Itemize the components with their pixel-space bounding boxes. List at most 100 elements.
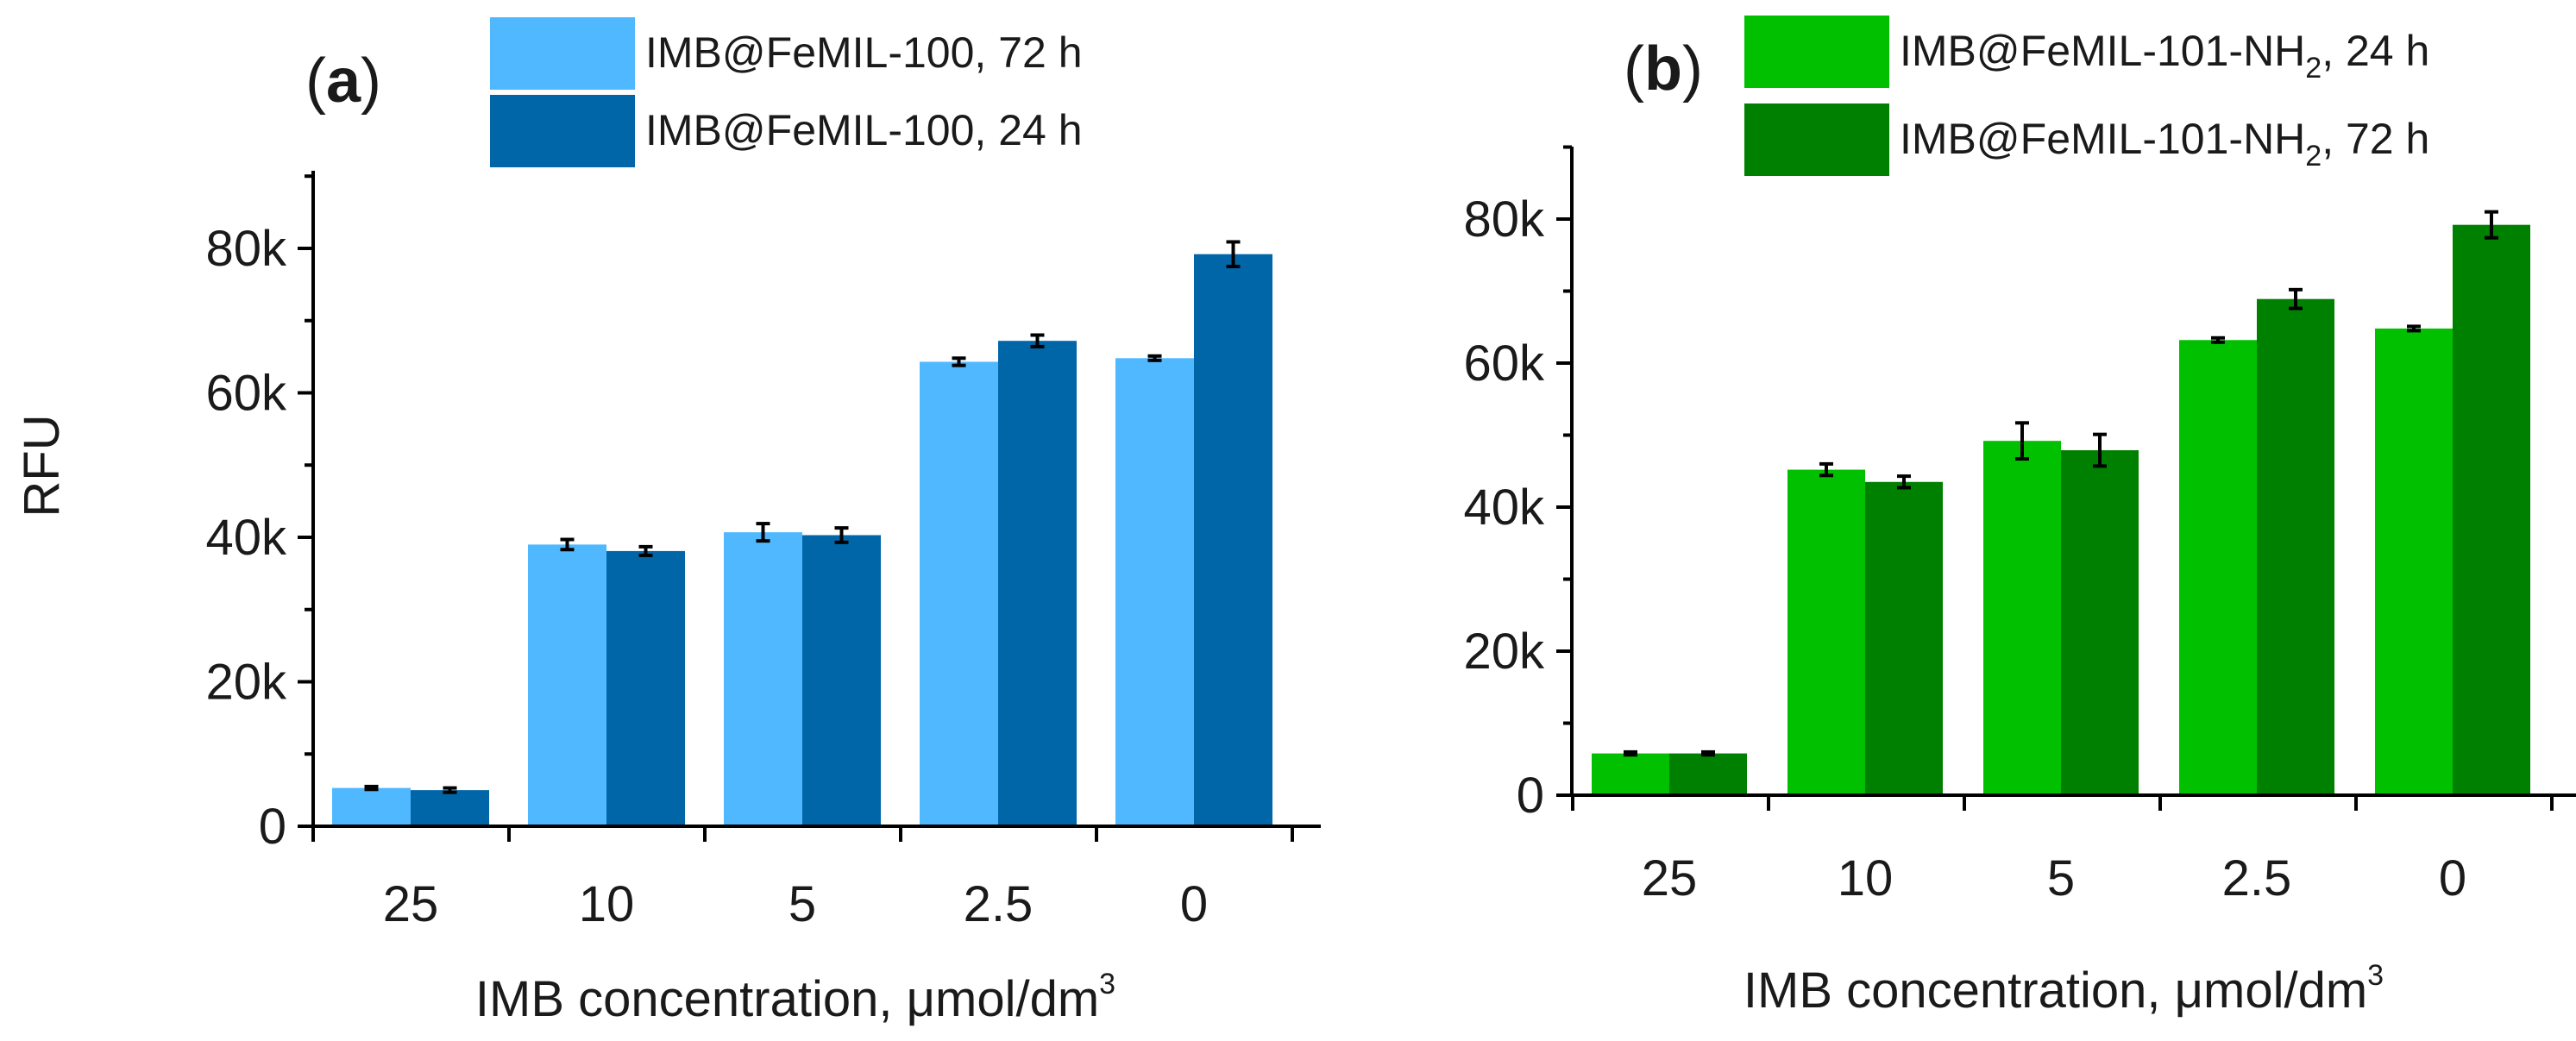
x-axis-title-b: IMB concentration, μmol/dm3: [1744, 959, 2384, 1019]
error-bar-a-s1-25: [443, 786, 457, 794]
error-bar-b-s1-2.5: [2289, 287, 2303, 310]
bar-b-s1-0: [2453, 224, 2530, 795]
panel-a: (a) IMB@FeMIL-100, 72 h IMB@FeMIL-100, 2…: [14, 17, 1321, 1027]
bar-a-s0-10: [528, 544, 606, 826]
legend-label-feml100-24h: IMB@FeMIL-100, 24 h: [645, 106, 1083, 154]
x-tick-label: 0: [2439, 850, 2466, 906]
error-bar-b-s0-5: [2015, 421, 2029, 461]
bar-a-s0-2.5: [920, 361, 998, 826]
error-bar-a-s1-0: [1226, 240, 1241, 268]
x-axis-title-a-text: IMB concentration,: [475, 971, 907, 1027]
bar-b-s0-0: [2375, 328, 2453, 795]
panel-label-a-open: (: [305, 47, 326, 116]
error-bar-a-s1-5: [834, 526, 849, 544]
y-tick-label: 80k: [1463, 191, 1545, 248]
x-axis-title-b-text: IMB concentration,: [1744, 963, 2175, 1019]
x-tick-label: 10: [579, 876, 635, 932]
legend-swatch-feml100-24h: [490, 95, 635, 167]
bar-a-s0-0: [1115, 358, 1194, 826]
legend-swatch-feml101-24h: [1744, 16, 1889, 88]
legend-label-feml101-24h-main: IMB@FeMIL-101-NH: [1900, 27, 2305, 75]
bar-a-s1-5: [802, 535, 881, 826]
y-tick-label: 60k: [205, 366, 287, 422]
panel-label-b: (b): [1624, 34, 1703, 103]
x-axis-title-a-sup: 3: [1099, 968, 1115, 1000]
error-bars-b: [1624, 210, 2498, 757]
x-axis-title-a-mu: μ: [907, 971, 935, 1027]
error-bars-a: [364, 240, 1241, 794]
x-tick-label: 10: [1838, 850, 1894, 906]
y-ticks-a: 0 20k 40k 60k 80k: [205, 174, 313, 855]
x-axis-title-a: IMB concentration, μmol/dm3: [475, 968, 1115, 1027]
error-bar-b-s0-25: [1624, 749, 1637, 757]
bar-a-s1-2.5: [998, 341, 1077, 826]
error-bar-b-s1-5: [2093, 432, 2107, 468]
bar-b-s1-10: [1865, 481, 1943, 795]
x-tick-label: 25: [1642, 850, 1698, 906]
error-bar-a-s0-2.5: [952, 356, 966, 367]
legend-label-feml101-24h-sub: 2: [2305, 52, 2322, 85]
bar-b-s1-25: [1669, 753, 1747, 795]
legend-label-feml101-72h: IMB@FeMIL-101-NH2, 72 h: [1900, 115, 2429, 172]
y-tick-label: 20k: [1463, 624, 1545, 680]
error-bar-b-s0-0: [2407, 324, 2421, 333]
error-bar-a-s1-10: [638, 544, 653, 557]
y-tick-label: 40k: [205, 510, 287, 566]
y-tick-label: 0: [1517, 768, 1544, 824]
error-bar-b-s1-25: [1701, 749, 1715, 757]
bars-a: [332, 254, 1272, 826]
bar-a-s1-10: [606, 550, 685, 826]
panel-label-b-close: ): [1682, 34, 1703, 103]
error-bar-b-s1-10: [1897, 474, 1911, 490]
panel-label-b-letter: b: [1644, 34, 1682, 103]
y-tick-label: 80k: [205, 221, 287, 277]
x-tick-label: 5: [789, 876, 816, 932]
legend-label-feml101-72h-tail: , 72 h: [2322, 115, 2429, 163]
legend-label-feml101-24h-tail: , 24 h: [2322, 27, 2429, 75]
legend-label-feml101-24h: IMB@FeMIL-101-NH2, 24 h: [1900, 27, 2429, 85]
legend-label-feml100-72h: IMB@FeMIL-100, 72 h: [645, 28, 1083, 77]
y-tick-label: 60k: [1463, 336, 1545, 392]
x-tick-label: 2.5: [964, 876, 1034, 932]
x-ticks-a: 25 10 5 2.5 0: [311, 826, 1294, 932]
bar-b-s0-25: [1592, 753, 1669, 795]
error-bar-a-s0-5: [756, 522, 770, 543]
y-ticks-b: 0 20k 40k 60k 80k: [1463, 145, 1572, 824]
bar-b-s1-5: [2061, 450, 2139, 795]
y-tick-label: 40k: [1463, 480, 1545, 536]
error-bar-b-s0-10: [1819, 461, 1833, 478]
x-tick-label: 2.5: [2222, 850, 2292, 906]
panel-label-a-letter: a: [326, 47, 361, 116]
legend-label-feml101-72h-sub: 2: [2305, 140, 2322, 172]
error-bar-a-s0-25: [364, 784, 379, 792]
panel-label-b-open: (: [1624, 34, 1644, 103]
error-bar-a-s1-2.5: [1030, 333, 1045, 348]
legend-swatch-feml100-72h: [490, 17, 635, 90]
x-axis-title-b-sup: 3: [2367, 959, 2384, 992]
y-tick-label: 0: [259, 799, 286, 855]
error-bar-b-s1-0: [2485, 210, 2498, 240]
x-axis-title-a-unit: mol/dm: [935, 971, 1099, 1027]
panel-label-a-close: ): [361, 47, 381, 116]
x-axis-title-b-mu: μ: [2175, 963, 2203, 1019]
legend-b: IMB@FeMIL-101-NH2, 24 h IMB@FeMIL-101-NH…: [1744, 16, 2429, 176]
error-bar-b-s0-2.5: [2211, 336, 2225, 344]
x-axis-title-b-unit: mol/dm: [2203, 963, 2367, 1019]
error-bar-a-s0-10: [560, 537, 575, 552]
y-tick-label: 20k: [205, 655, 287, 711]
x-tick-label: 0: [1180, 876, 1208, 932]
bar-a-s1-0: [1194, 254, 1272, 826]
bar-b-s0-2.5: [2179, 340, 2257, 795]
bars-b: [1592, 224, 2530, 795]
x-tick-label: 5: [2047, 850, 2075, 906]
bar-b-s1-2.5: [2257, 298, 2334, 795]
panel-b: (b) IMB@FeMIL-101-NH2, 24 h IMB@FeMIL-10…: [1463, 16, 2576, 1019]
legend-swatch-feml101-72h: [1744, 103, 1889, 176]
x-tick-label: 25: [383, 876, 439, 932]
error-bar-a-s0-0: [1147, 354, 1162, 362]
panel-label-a: (a): [305, 47, 381, 116]
y-axis-title-a: RFU: [14, 414, 70, 517]
bar-b-s0-10: [1787, 469, 1865, 795]
